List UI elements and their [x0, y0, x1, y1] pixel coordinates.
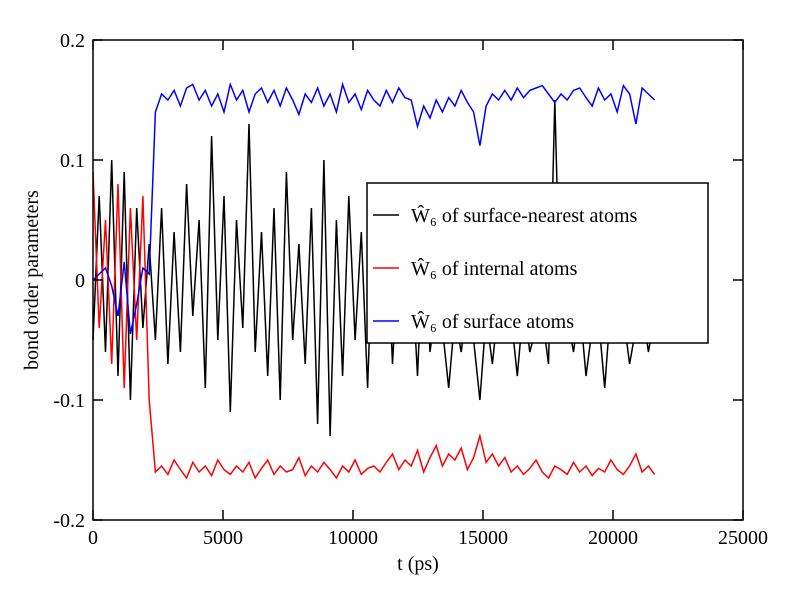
y-tick-label: 0: [75, 270, 85, 292]
y-tick-label: 0.1: [60, 150, 85, 172]
x-tick-label: 10000: [328, 527, 378, 549]
x-axis-label: t (ps): [397, 553, 439, 575]
legend-label: Ŵ₆ of surface atoms: [411, 309, 574, 333]
y-axis-label: bond order parameters: [21, 190, 43, 370]
x-tick-label: 5000: [203, 527, 243, 549]
data-line: [92, 81, 656, 335]
legend-label: Ŵ₆ of surface-nearest atoms: [411, 203, 638, 227]
x-tick-label: 15000: [458, 527, 508, 549]
legend-label: Ŵ₆ of internal atoms: [411, 256, 578, 280]
y-tick-label: -0.1: [53, 390, 85, 412]
x-tick-label: 0: [88, 527, 98, 549]
legend-box: [366, 182, 709, 344]
y-tick-label: -0.2: [53, 510, 85, 532]
y-tick-label: 0.2: [60, 30, 85, 52]
data-line: [92, 171, 656, 480]
x-tick-label: 25000: [718, 527, 768, 549]
x-tick-label: 20000: [588, 527, 638, 549]
